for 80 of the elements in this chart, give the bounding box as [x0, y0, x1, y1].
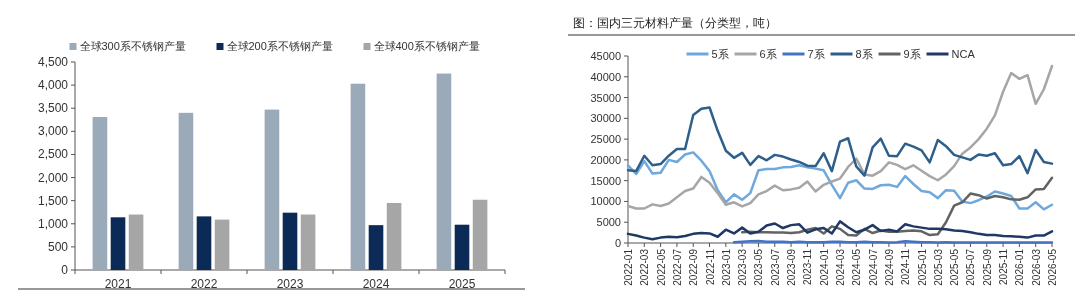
bar: [300, 214, 316, 270]
bar: [436, 73, 452, 270]
legend-label: NCA: [951, 48, 976, 60]
bar: [454, 224, 470, 270]
y-tick-label: 15000: [590, 174, 621, 187]
y-tick-label: 2,000: [37, 170, 69, 185]
x-tick-label: 2022-03: [639, 248, 651, 286]
legend-label: 5系: [711, 48, 729, 60]
x-tick-label: 2024-01: [818, 248, 830, 286]
x-tick-label: 2023-03: [737, 248, 749, 286]
y-tick-label: 2,500: [37, 147, 69, 162]
x-tick-label: 2026-03: [1030, 248, 1042, 286]
x-tick-label: 2022: [190, 277, 218, 291]
y-tick-label: 40000: [590, 70, 621, 83]
x-tick-label: 2024-07: [867, 248, 879, 286]
y-tick-label: 5000: [596, 216, 621, 229]
x-tick-label: 2022-01: [623, 248, 634, 286]
y-tick-label: 1,500: [37, 193, 69, 208]
line-series: [626, 64, 1054, 210]
y-tick-label: 1,000: [37, 216, 69, 231]
bar: [196, 216, 212, 270]
y-tick-label: 45000: [590, 50, 621, 62]
x-tick-label: 2022-09: [688, 248, 700, 286]
x-tick-label: 2025-07: [965, 248, 977, 286]
y-tick-label: 0: [614, 237, 621, 249]
bar: [472, 199, 488, 270]
y-tick-label: 3,000: [37, 124, 69, 139]
x-tick-label: 2022-07: [671, 248, 683, 286]
y-tick-label: 10000: [590, 195, 621, 208]
y-tick-label: 25000: [590, 133, 621, 146]
legend-label: 9系: [903, 48, 921, 60]
x-tick-label: 2026-01: [1014, 248, 1026, 286]
bar: [264, 109, 280, 270]
bar: [368, 225, 384, 270]
x-tick-label: 2022-05: [655, 248, 667, 286]
bar: [178, 112, 194, 270]
x-tick-label: 2025-05: [949, 248, 961, 286]
legend-label: 8系: [855, 48, 873, 60]
y-tick-label: 500: [47, 239, 69, 254]
y-tick-label: 0: [61, 263, 69, 277]
x-tick-label: 2023-01: [720, 248, 732, 286]
legend-label: 7系: [807, 48, 825, 60]
x-tick-label: 2026-05: [1047, 248, 1058, 286]
y-tick-label: 4,000: [37, 78, 69, 93]
x-tick-label: 2023-05: [753, 248, 765, 286]
bar: [214, 219, 230, 270]
bar: [110, 217, 126, 270]
x-tick-label: 2025-01: [916, 248, 928, 286]
line-series: [626, 151, 1054, 211]
x-tick-label: 2024-09: [883, 248, 895, 286]
x-tick-label: 2023: [276, 277, 304, 291]
bar: [282, 212, 298, 270]
bar: [386, 202, 402, 270]
x-tick-label: 2025-09: [981, 248, 993, 286]
line-series: [626, 106, 1054, 177]
x-tick-label: 2021: [104, 277, 132, 291]
legend-label: 全球400系不锈钢产量: [373, 40, 480, 52]
legend-label: 6系: [759, 48, 777, 60]
chart-title: 图：国内三元材料产量（分类型，吨）: [573, 16, 777, 30]
bar: [92, 117, 108, 270]
x-tick-label: 2025-11: [998, 248, 1010, 285]
y-tick-label: 35000: [590, 91, 621, 104]
x-tick-label: 2023-09: [786, 248, 798, 286]
bar: [128, 214, 144, 270]
x-tick-label: 2022-11: [704, 248, 716, 285]
x-tick-label: 2024-11: [900, 248, 912, 285]
x-tick-label: 2025: [448, 277, 476, 291]
x-tick-label: 2023-07: [769, 248, 781, 286]
y-tick-label: 4,500: [37, 55, 69, 69]
x-tick-label: 2025-03: [932, 248, 944, 286]
bar: [350, 83, 366, 270]
y-tick-label: 30000: [590, 112, 621, 125]
legend-label: 全球300系不锈钢产量: [79, 40, 186, 52]
x-tick-label: 2024-05: [851, 248, 863, 286]
y-tick-label: 3,500: [37, 101, 69, 116]
x-tick-label: 2024: [362, 277, 390, 291]
x-tick-label: 2024-03: [835, 248, 846, 286]
y-tick-label: 20000: [590, 153, 621, 166]
x-tick-label: 2023-11: [802, 248, 814, 285]
legend-label: 全球200系不锈钢产量: [226, 40, 333, 52]
